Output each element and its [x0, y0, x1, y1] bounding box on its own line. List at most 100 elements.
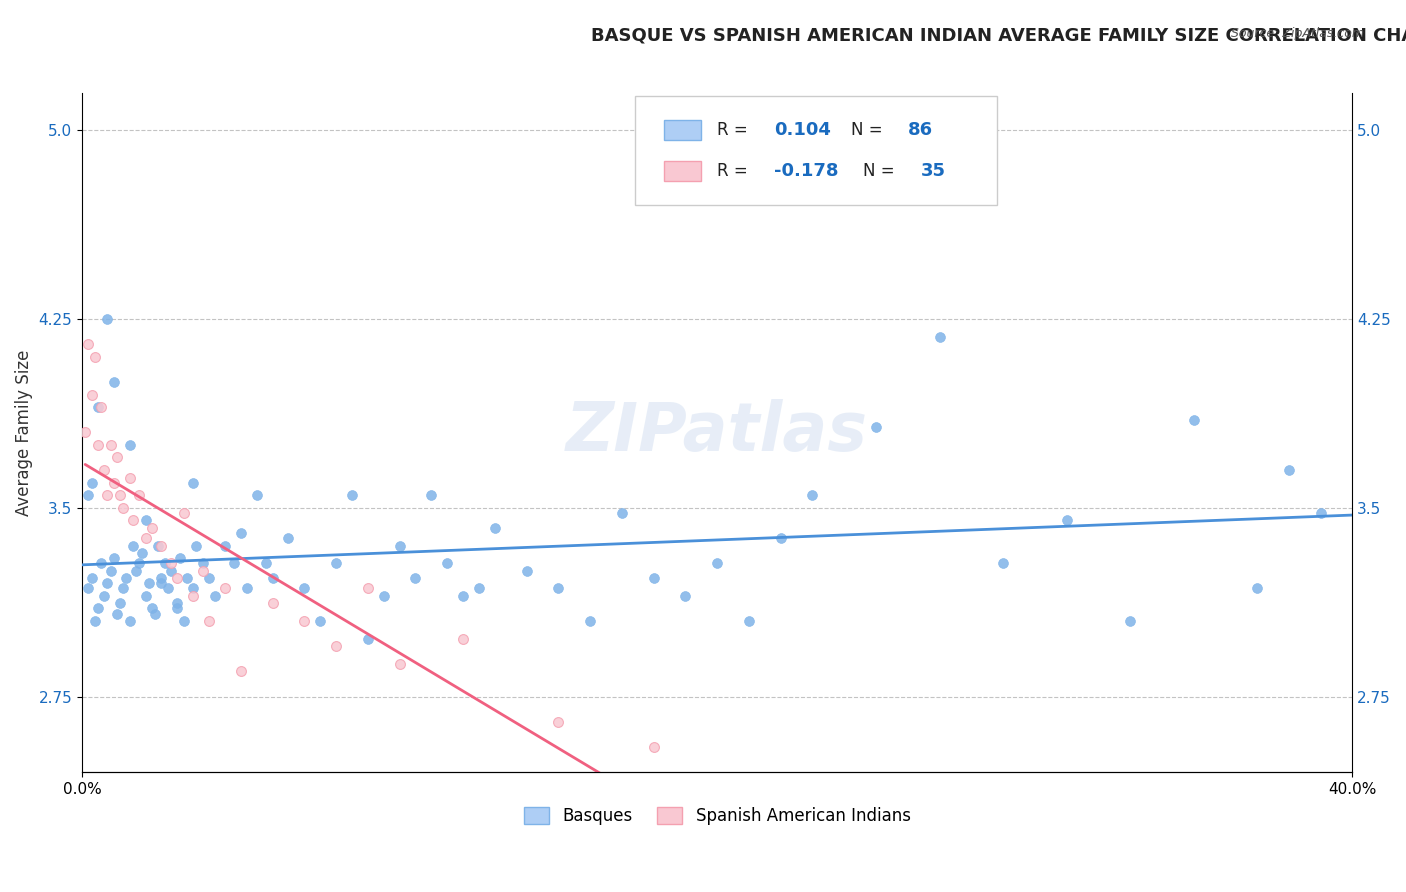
Point — [100, 438, 122, 452]
Point — [173, 614, 195, 628]
Point — [309, 614, 332, 628]
Point — [141, 601, 163, 615]
Text: R =: R = — [717, 121, 754, 139]
Point — [80, 475, 103, 490]
Point — [131, 546, 153, 560]
Point — [150, 571, 173, 585]
Point — [547, 582, 569, 596]
Point — [160, 556, 183, 570]
Point — [1246, 582, 1268, 596]
Point — [214, 539, 236, 553]
Point — [108, 488, 131, 502]
Point — [105, 607, 128, 621]
Point — [90, 556, 112, 570]
Point — [388, 657, 411, 671]
Point — [262, 571, 284, 585]
Point — [204, 589, 226, 603]
Point — [156, 582, 179, 596]
Point — [115, 571, 138, 585]
Point — [420, 488, 443, 502]
Point — [224, 556, 246, 570]
Point — [357, 632, 380, 646]
Point — [579, 614, 602, 628]
Text: R =: R = — [717, 161, 754, 179]
Point — [96, 312, 118, 326]
Point — [121, 513, 143, 527]
Point — [277, 531, 299, 545]
Text: -0.178: -0.178 — [775, 161, 839, 179]
Point — [118, 438, 141, 452]
Point — [135, 513, 157, 527]
Point — [484, 521, 506, 535]
Point — [118, 470, 141, 484]
Point — [675, 589, 697, 603]
Text: N =: N = — [863, 161, 900, 179]
Point — [93, 589, 115, 603]
Point — [77, 337, 100, 351]
Point — [128, 556, 150, 570]
Point — [643, 739, 665, 754]
Point — [516, 564, 538, 578]
Point — [1278, 463, 1301, 477]
Point — [125, 564, 148, 578]
Text: N =: N = — [851, 121, 887, 139]
Y-axis label: Average Family Size: Average Family Size — [15, 349, 32, 516]
Point — [643, 571, 665, 585]
Point — [468, 582, 491, 596]
Point — [128, 488, 150, 502]
Point — [236, 582, 259, 596]
Point — [262, 597, 284, 611]
Point — [83, 350, 105, 364]
Point — [181, 582, 204, 596]
Point — [373, 589, 395, 603]
Point — [118, 614, 141, 628]
FancyBboxPatch shape — [664, 161, 700, 180]
Point — [96, 576, 118, 591]
Point — [150, 539, 173, 553]
Point — [148, 539, 170, 553]
Legend: Basques, Spanish American Indians: Basques, Spanish American Indians — [517, 800, 917, 831]
Point — [865, 420, 887, 434]
Point — [801, 488, 824, 502]
Point — [198, 614, 221, 628]
Text: 35: 35 — [921, 161, 945, 179]
Point — [186, 539, 208, 553]
Point — [87, 400, 110, 414]
Point — [405, 571, 427, 585]
Point — [103, 475, 125, 490]
Point — [87, 438, 110, 452]
Point — [80, 571, 103, 585]
Point — [166, 571, 188, 585]
Point — [83, 614, 105, 628]
Text: ZIPatlas: ZIPatlas — [567, 400, 869, 466]
Point — [77, 488, 100, 502]
Text: 86: 86 — [908, 121, 934, 139]
Point — [103, 375, 125, 389]
Point — [991, 556, 1014, 570]
Point — [1309, 506, 1331, 520]
FancyBboxPatch shape — [634, 96, 997, 204]
Point — [80, 387, 103, 401]
Point — [610, 506, 633, 520]
Point — [1119, 614, 1142, 628]
Point — [246, 488, 269, 502]
Point — [160, 564, 183, 578]
Text: 0.104: 0.104 — [775, 121, 831, 139]
Point — [100, 564, 122, 578]
Point — [153, 556, 176, 570]
Point — [436, 556, 458, 570]
Point — [451, 589, 474, 603]
Point — [325, 556, 347, 570]
Point — [451, 632, 474, 646]
Point — [143, 607, 166, 621]
Point — [112, 500, 135, 515]
Point — [96, 488, 118, 502]
Point — [135, 589, 157, 603]
Point — [357, 582, 380, 596]
Point — [135, 531, 157, 545]
Point — [706, 556, 728, 570]
Point — [105, 450, 128, 465]
Point — [325, 639, 347, 653]
Point — [77, 582, 100, 596]
Point — [112, 582, 135, 596]
